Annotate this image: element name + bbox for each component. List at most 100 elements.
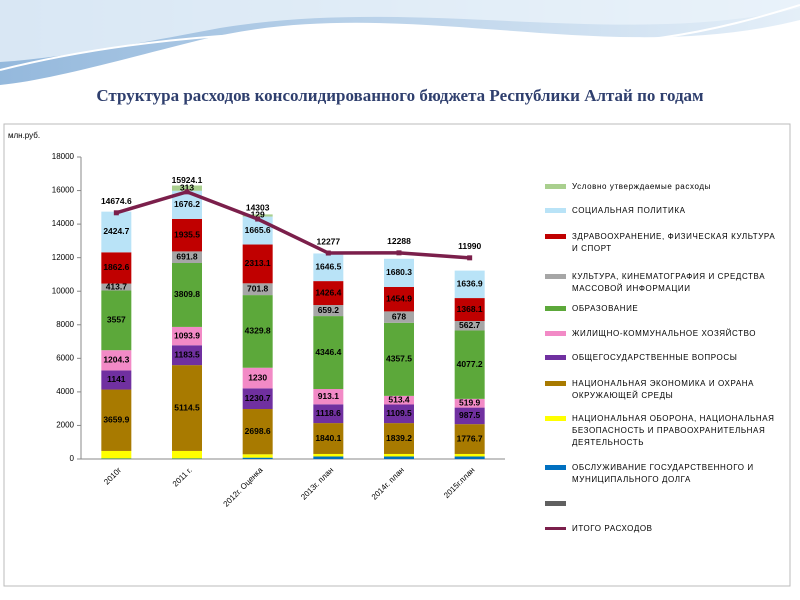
bar-segment [172, 450, 202, 459]
bar-segment [454, 270, 485, 299]
bar-segment [172, 251, 202, 264]
total-label: 15924.1 [172, 175, 203, 185]
data-label: 1183.5 [174, 349, 200, 359]
bar-segment [101, 389, 132, 451]
bar-segment [454, 330, 485, 399]
y-tick-label: 18000 [52, 152, 75, 161]
bar-segment [242, 454, 273, 458]
bar-segment [454, 424, 485, 454]
y-tick-label: 16000 [52, 186, 75, 195]
bar-segment [101, 350, 132, 371]
data-label: 1676.2 [174, 199, 200, 209]
bar-segment [313, 423, 344, 454]
bar-segment [172, 218, 202, 252]
bar-segment [242, 457, 273, 459]
data-label: 2698.6 [245, 426, 271, 436]
data-label: 562.7 [459, 320, 481, 330]
legend-swatch [545, 184, 566, 189]
data-label: 1368.1 [457, 304, 483, 314]
data-label: 1776.7 [457, 433, 483, 443]
bar-segment [242, 214, 273, 217]
legend-swatch [545, 527, 566, 530]
bar-segment [313, 305, 344, 317]
data-label: 1230.7 [245, 393, 271, 403]
bar-segment [172, 263, 202, 327]
bar-segment [313, 316, 344, 390]
data-label: 3809.8 [174, 289, 200, 299]
decor-line [0, 4, 800, 71]
data-label: 1636.9 [457, 279, 483, 289]
legend-item: ЖИЛИЩНО-КОММУНАЛЬНОЕ ХОЗЯЙСТВО [545, 328, 780, 340]
data-label: 4357.5 [386, 354, 412, 364]
legend-label: ОБРАЗОВАНИЕ [572, 304, 639, 313]
legend-item: КУЛЬТУРА, КИНЕМАТОГРАФИЯ И СРЕДСТВА МАСС… [545, 271, 780, 295]
total-marker [255, 216, 261, 222]
legend-label: НАЦИОНАЛЬНАЯ ЭКОНОМИКА И ОХРАНА ОКРУЖАЮЩ… [572, 379, 755, 400]
total-marker [113, 210, 119, 216]
data-label: 1839.2 [386, 433, 412, 443]
data-label: 1204.3 [103, 355, 129, 365]
bar-segment [101, 458, 132, 459]
legend-label: ЗДРАВООХРАНЕНИЕ, ФИЗИЧЕСКАЯ КУЛЬТУРА И С… [572, 232, 776, 253]
bar-segment [101, 450, 132, 459]
legend-item: ЗДРАВООХРАНЕНИЕ, ФИЗИЧЕСКАЯ КУЛЬТУРА И С… [545, 231, 780, 255]
legend-item: ОБСЛУЖИВАНИЕ ГОСУДАРСТВЕННОГО И МУНИЦИПА… [545, 462, 780, 486]
bar-segment [313, 389, 344, 405]
legend-item: СОЦИАЛЬНАЯ ПОЛИТИКА [545, 205, 780, 217]
total-marker [184, 189, 190, 195]
legend-swatch [545, 381, 566, 386]
data-label: 1426.4 [315, 287, 341, 297]
bar-segment [384, 453, 414, 457]
legend-label: ОБСЛУЖИВАНИЕ ГОСУДАРСТВЕННОГО И МУНИЦИПА… [572, 463, 754, 484]
bar-segment [242, 388, 273, 410]
data-label: 1680.3 [386, 267, 412, 277]
bar-segment [101, 370, 132, 390]
bar-segment [454, 298, 485, 322]
total-marker [467, 255, 473, 261]
total-label: 12288 [387, 236, 411, 246]
bar-segment [242, 244, 273, 284]
data-label: 1230 [248, 372, 267, 382]
bar-segment [384, 404, 414, 424]
bar-segment [172, 458, 202, 459]
bar-segment [454, 398, 485, 408]
data-label: 987.5 [459, 410, 481, 420]
data-label: 1935.5 [174, 229, 200, 239]
data-label: 4329.8 [245, 326, 271, 336]
data-label: 513.4 [388, 394, 410, 404]
legend-label: НАЦИОНАЛЬНАЯ ОБОРОНА, НАЦИОНАЛЬНАЯ БЕЗОП… [572, 414, 775, 447]
data-label: 129 [251, 210, 265, 220]
legend-swatch [545, 208, 566, 213]
legend-label: ОБЩЕГОСУДАРСТВЕННЫЕ ВОПРОСЫ [572, 353, 738, 362]
legend-swatch [545, 355, 566, 360]
legend-swatch [545, 416, 566, 421]
bar-segment [101, 290, 132, 351]
y-tick-label: 4000 [56, 387, 74, 396]
bar-segment [313, 453, 344, 457]
bar-segment [313, 253, 344, 282]
bar-segment [454, 453, 485, 457]
legend-swatch [545, 306, 566, 311]
legend-item: ОБЩЕГОСУДАРСТВЕННЫЕ ВОПРОСЫ [545, 352, 780, 364]
data-label: 1093.9 [174, 330, 200, 340]
data-label: 3557 [107, 315, 126, 325]
data-label: 2313.1 [245, 258, 271, 268]
data-label: 1665.6 [245, 225, 271, 235]
total-label: 12277 [317, 236, 341, 246]
bar-segment [384, 258, 414, 287]
legend-item [545, 498, 780, 506]
total-label: 14303 [246, 202, 270, 212]
legend-swatch [545, 234, 566, 239]
y-tick-label: 8000 [56, 320, 74, 329]
bar-segment [384, 395, 414, 405]
legend-label: ЖИЛИЩНО-КОММУНАЛЬНОЕ ХОЗЯЙСТВО [572, 329, 757, 338]
data-label: 678 [392, 311, 406, 321]
bar-segment [313, 404, 344, 424]
data-label: 2424.7 [103, 226, 129, 236]
legend-item: ИТОГО РАСХОДОВ [545, 523, 780, 535]
legend-label: ИТОГО РАСХОДОВ [572, 524, 653, 533]
bar-segment [454, 407, 485, 425]
y-tick-label: 2000 [56, 421, 74, 430]
